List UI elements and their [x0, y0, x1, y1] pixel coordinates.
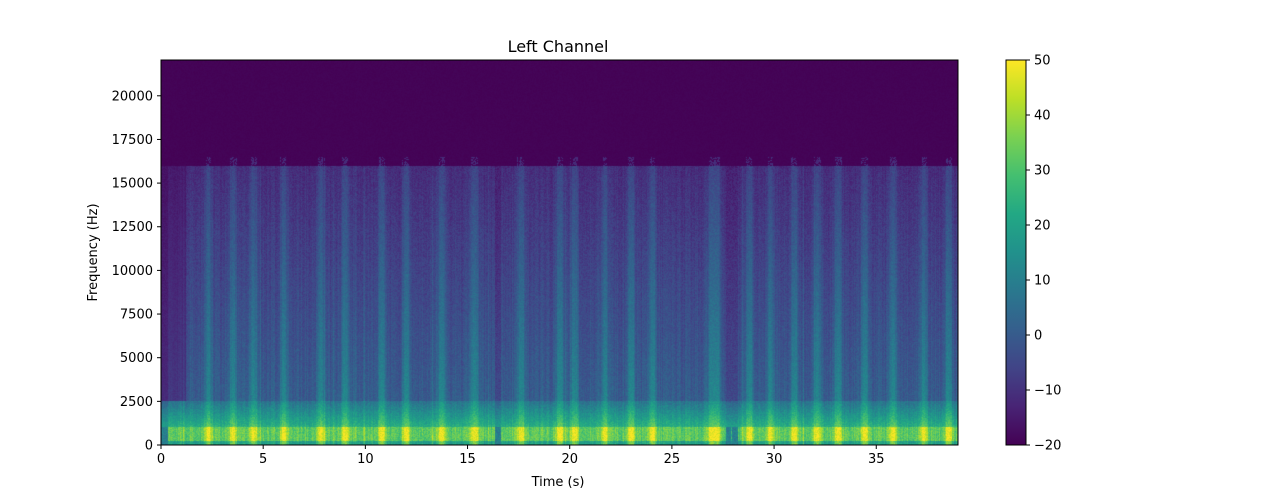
x-axis-label: Time (s) — [531, 475, 585, 490]
y-tick-label: 7500 — [120, 308, 153, 323]
x-tick-label: 5 — [259, 452, 267, 467]
x-tick-label: 25 — [664, 452, 681, 467]
colorbar-ticks: −20 −10 0 10 20 30 40 50 — [1026, 54, 1061, 454]
colorbar-tick-label: 20 — [1034, 219, 1051, 234]
colorbar-tick-label: 10 — [1034, 274, 1051, 289]
y-tick-label: 10000 — [112, 264, 153, 279]
colorbar-tick-label: 50 — [1034, 54, 1051, 69]
colorbar-frame — [1005, 59, 1027, 446]
y-axis-label: Frequency (Hz) — [86, 203, 101, 301]
colorbar-tick-label: 30 — [1034, 164, 1051, 179]
spectrogram-image — [161, 60, 958, 445]
y-tick-label: 12500 — [112, 220, 153, 235]
colorbar-tick-label: −10 — [1034, 384, 1061, 399]
chart-title: Left Channel — [508, 37, 609, 56]
x-tick-label: 10 — [357, 452, 374, 467]
x-tick-label: 35 — [868, 452, 885, 467]
plot-area — [160, 59, 959, 446]
plot-frame — [160, 59, 959, 446]
colorbar: −20 −10 0 10 20 30 40 50 — [1005, 54, 1061, 454]
x-tick-label: 15 — [459, 452, 476, 467]
y-tick-label: 2500 — [120, 395, 153, 410]
colorbar-gradient — [1006, 60, 1026, 445]
y-tick-label: 0 — [145, 439, 153, 454]
x-axis: 0 5 10 15 20 25 30 35 — [157, 445, 885, 467]
x-tick-label: 20 — [561, 452, 578, 467]
colorbar-tick-label: −20 — [1034, 439, 1061, 454]
y-tick-label: 5000 — [120, 351, 153, 366]
x-tick-label: 30 — [766, 452, 783, 467]
x-tick-label: 0 — [157, 452, 165, 467]
y-axis: 0 2500 5000 7500 10000 12500 15000 17500 20000 — [112, 89, 161, 454]
colorbar-tick-label: 0 — [1034, 329, 1042, 344]
y-tick-label: 15000 — [112, 177, 153, 192]
colorbar-tick-label: 40 — [1034, 109, 1051, 124]
y-tick-label: 20000 — [112, 89, 153, 104]
y-tick-label: 17500 — [112, 133, 153, 148]
